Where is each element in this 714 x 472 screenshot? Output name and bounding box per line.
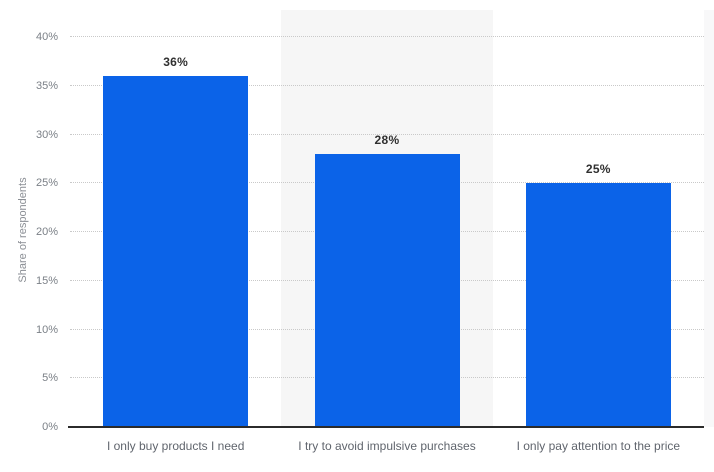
y-tick-label: 30% — [35, 128, 58, 141]
bar-value-label: 36% — [163, 55, 189, 69]
y-tick-label: 35% — [35, 79, 58, 92]
plot-band-edge — [704, 10, 714, 427]
bar-value-label: 28% — [374, 133, 400, 147]
x-axis-line — [68, 426, 704, 428]
y-tick-label: 20% — [35, 226, 58, 238]
bar[interactable] — [314, 154, 460, 427]
gridline — [70, 84, 704, 86]
y-tick-label: 25% — [35, 177, 58, 190]
category-label: I only buy products I need — [106, 439, 245, 453]
y-tick-label: 0% — [42, 421, 58, 433]
y-tick-label: 5% — [42, 372, 58, 385]
bar[interactable] — [103, 76, 249, 427]
gridline — [70, 36, 704, 37]
y-tick-label: 40% — [35, 31, 58, 43]
category-label: I try to avoid impulsive purchases — [298, 439, 476, 453]
y-tick-label: 15% — [35, 274, 58, 287]
bar-value-label: 25% — [585, 162, 611, 177]
y-tick-label: 10% — [35, 323, 58, 336]
bar[interactable] — [525, 183, 671, 427]
gridline — [70, 133, 704, 135]
category-label: I only pay attention to the price — [516, 439, 681, 453]
